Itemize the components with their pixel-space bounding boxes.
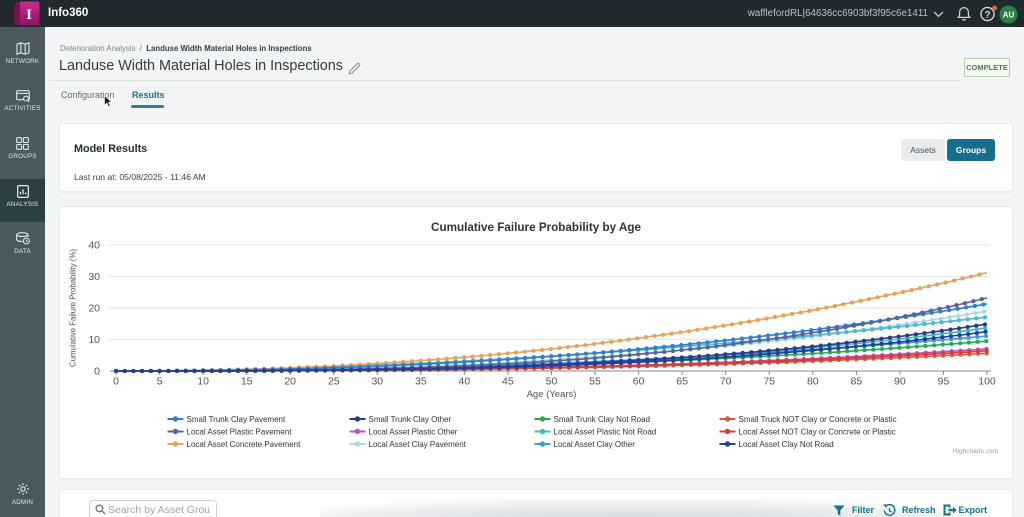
svg-text:25: 25: [328, 376, 340, 388]
svg-text:30: 30: [88, 271, 100, 283]
svg-text:15: 15: [241, 376, 253, 388]
svg-text:75: 75: [763, 376, 775, 388]
svg-text:45: 45: [502, 376, 514, 388]
svg-text:35: 35: [415, 376, 427, 388]
svg-text:70: 70: [720, 376, 732, 388]
svg-text:AU: AU: [1003, 11, 1015, 20]
svg-text:100: 100: [978, 376, 996, 388]
svg-text:Age (Years): Age (Years): [527, 389, 577, 400]
svg-text:Small Trunk Clay Pavement: Small Trunk Clay Pavement: [187, 415, 286, 424]
svg-text:Local Asset Clay Pavement: Local Asset Clay Pavement: [369, 440, 467, 449]
svg-text:40: 40: [459, 376, 471, 388]
svg-text:Highcharts.com: Highcharts.com: [953, 448, 998, 455]
svg-text:5: 5: [157, 376, 163, 388]
svg-text:90: 90: [894, 376, 906, 388]
svg-text:50: 50: [546, 376, 558, 388]
svg-text:30: 30: [371, 376, 383, 388]
svg-text:0: 0: [94, 366, 100, 378]
svg-text:85: 85: [851, 376, 863, 388]
svg-text:95: 95: [938, 376, 950, 388]
svg-text:Local Asset Clay Other: Local Asset Clay Other: [554, 440, 636, 449]
svg-text:Small Truck NOT Clay or Concre: Small Truck NOT Clay or Concrete or Plas…: [739, 415, 897, 424]
svg-text:I: I: [26, 7, 32, 23]
svg-text:0: 0: [113, 376, 119, 388]
svg-text:Local Asset Clay Not Road: Local Asset Clay Not Road: [739, 440, 834, 449]
svg-text:20: 20: [88, 303, 100, 315]
svg-text:20: 20: [284, 376, 296, 388]
svg-text:Local Asset Plastic Other: Local Asset Plastic Other: [369, 427, 458, 436]
svg-text:Local Asset Plastic Pavement: Local Asset Plastic Pavement: [187, 427, 293, 436]
svg-text:Local Asset Plastic Not Road: Local Asset Plastic Not Road: [554, 427, 657, 436]
svg-text:Cumulative Failure Probability: Cumulative Failure Probability (%): [69, 249, 78, 367]
svg-text:10: 10: [197, 376, 209, 388]
svg-text:65: 65: [676, 376, 688, 388]
svg-text:10: 10: [88, 334, 100, 346]
svg-text:Local Asset Concrete Pavement: Local Asset Concrete Pavement: [187, 440, 302, 449]
svg-text:Small Trunk Clay Not Road: Small Trunk Clay Not Road: [554, 415, 650, 424]
svg-text:55: 55: [589, 376, 601, 388]
svg-text:60: 60: [633, 376, 645, 388]
svg-text:80: 80: [807, 376, 819, 388]
svg-text:Small Trunk Clay Other: Small Trunk Clay Other: [369, 415, 452, 424]
svg-text:40: 40: [88, 240, 100, 252]
svg-text:Local Asset NOT Clay or Concre: Local Asset NOT Clay or Concrete or Plas…: [739, 427, 896, 436]
svg-text:?: ?: [984, 10, 990, 21]
